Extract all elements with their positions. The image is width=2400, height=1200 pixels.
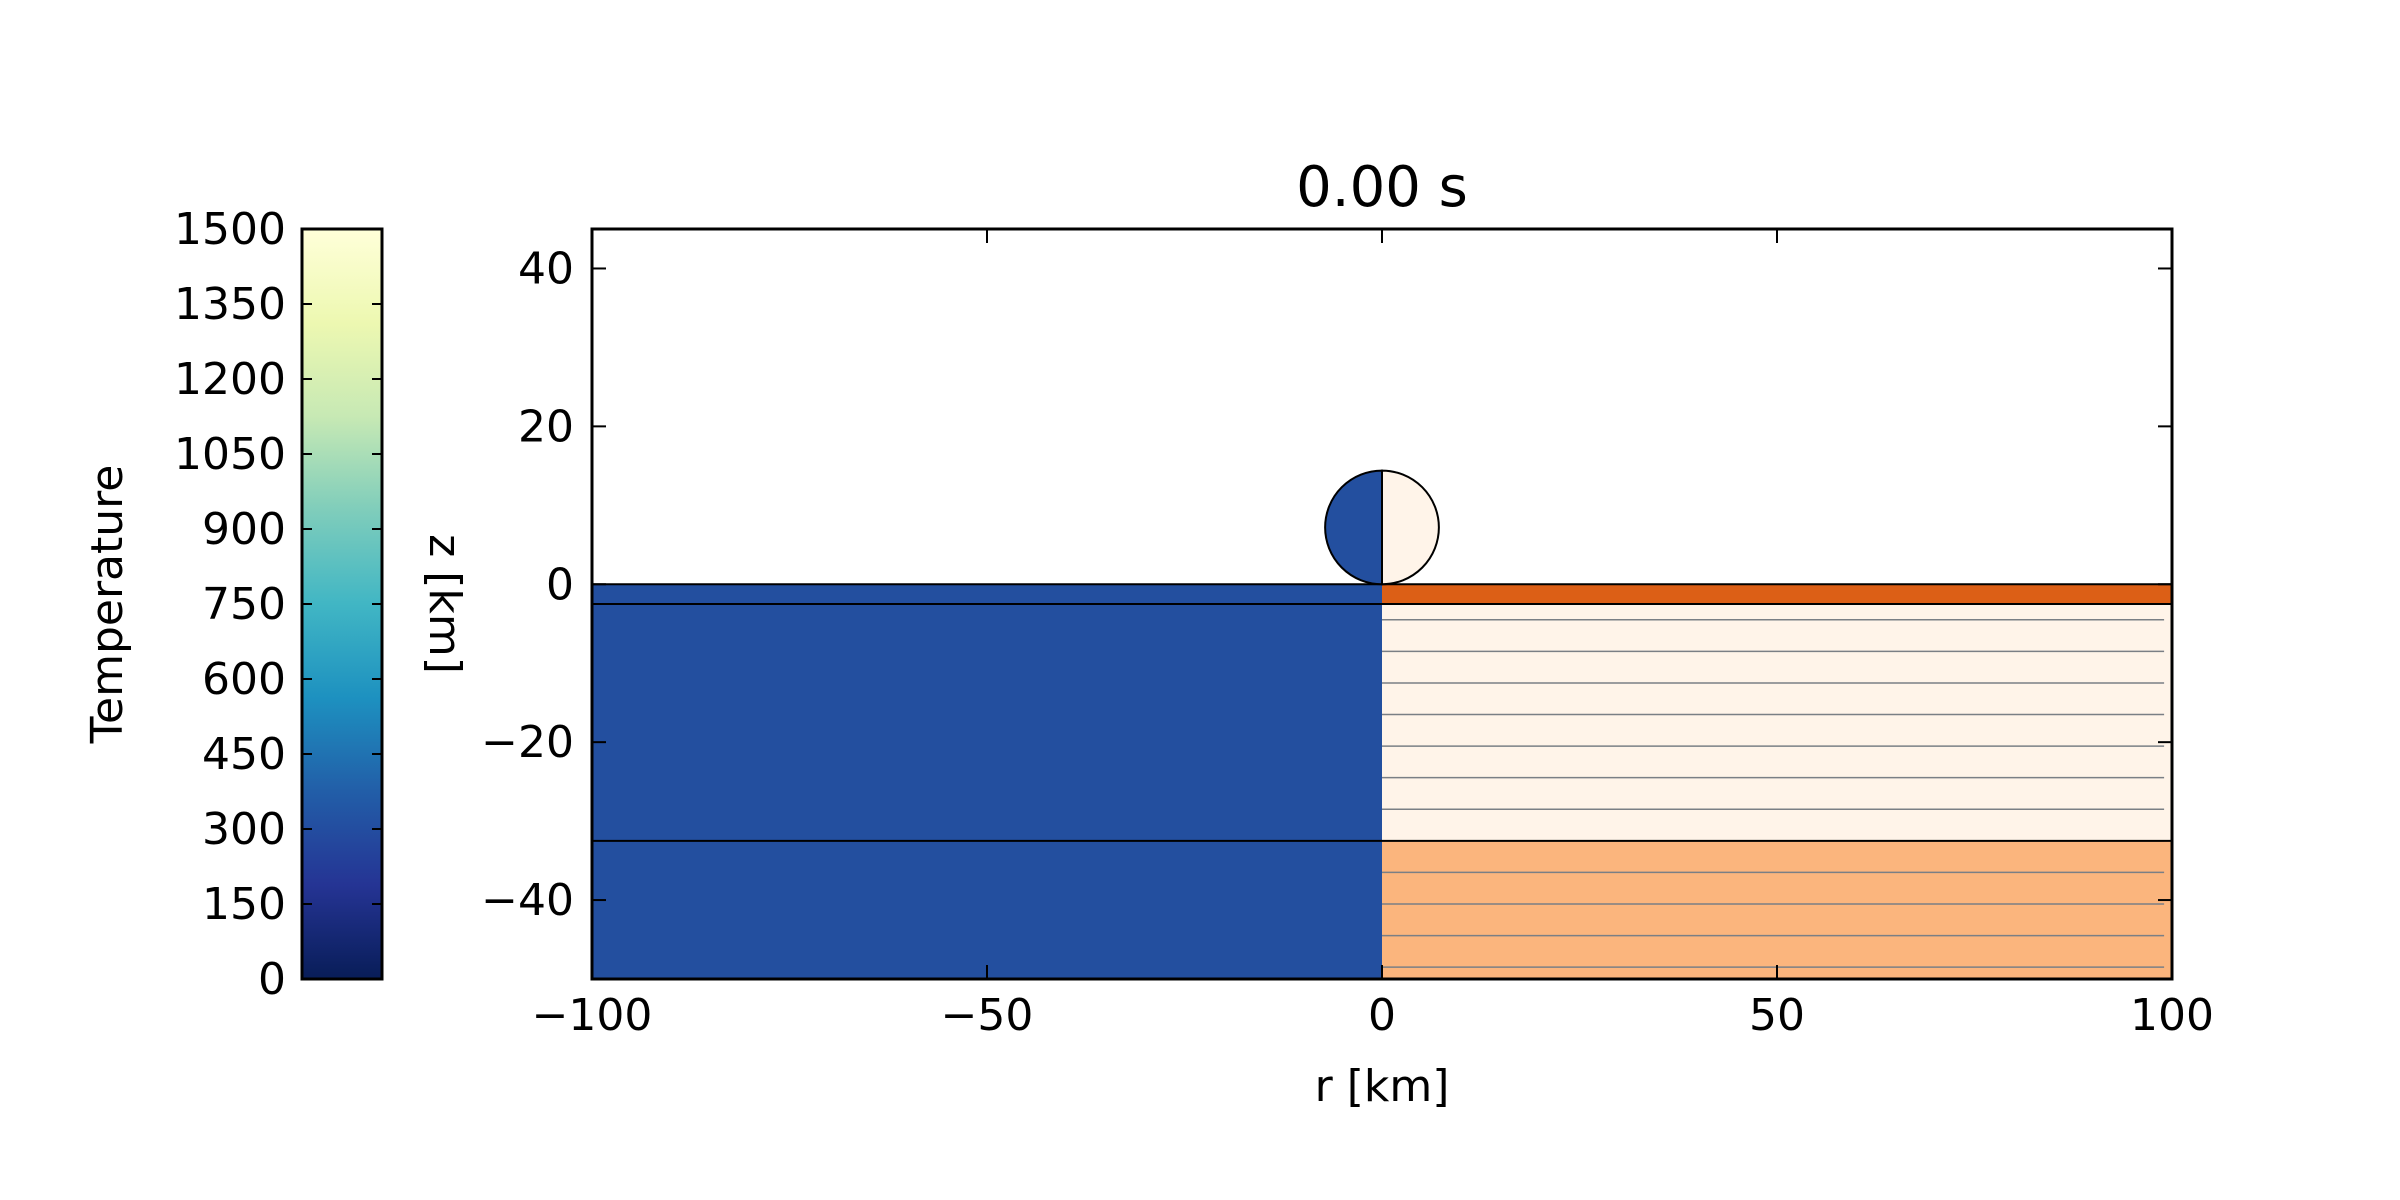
x-tick-label: −50 (941, 990, 1034, 1041)
plot-area: −100 −50 0 50 100 40 20 0 −20 −40 (481, 227, 2214, 1041)
temperature-field (592, 584, 1382, 979)
colorbar-tick-label: 750 (202, 579, 286, 630)
y-axis-label: z [km] (419, 534, 470, 674)
material-layer (1382, 840, 2172, 979)
colorbar-tick-label: 900 (202, 504, 286, 555)
axis-ticks: −100 −50 0 50 100 40 20 0 −20 −40 (481, 229, 2214, 1041)
plot-content (592, 469, 2172, 979)
material-layer (1382, 584, 2172, 604)
impactor-right-half (1381, 469, 1440, 586)
impactor-left-half (1324, 469, 1383, 586)
y-tick-label: 20 (518, 401, 574, 452)
y-tick-label: 40 (518, 243, 574, 294)
colorbar-gradient (300, 227, 384, 981)
colorbar-tick-label: 450 (202, 729, 286, 780)
x-axis-label: r [km] (1315, 1061, 1450, 1112)
x-tick-label: 0 (1368, 990, 1396, 1041)
x-tick-label: 50 (1749, 990, 1805, 1041)
colorbar-tick-label: 300 (202, 804, 286, 855)
colorbar-tick-label: 1200 (174, 354, 286, 405)
colorbar-tick-label: 1350 (174, 279, 286, 330)
y-tick-label: −20 (481, 717, 574, 768)
colorbar-tick-label: 1050 (174, 429, 286, 480)
colorbar-tick-label: 600 (202, 654, 286, 705)
colorbar-tick-label: 150 (202, 879, 286, 930)
colorbar-label: Temperature (82, 465, 133, 745)
plot-title: 0.00 s (1296, 155, 1468, 220)
colorbar-tick-label: 1500 (174, 204, 286, 255)
x-tick-label: −100 (532, 990, 653, 1041)
colorbar-tick-label: 0 (258, 954, 286, 1005)
y-tick-label: −40 (481, 875, 574, 926)
y-tick-label: 0 (546, 559, 574, 610)
material-layer (1382, 604, 2172, 841)
x-tick-label: 100 (2130, 990, 2214, 1041)
